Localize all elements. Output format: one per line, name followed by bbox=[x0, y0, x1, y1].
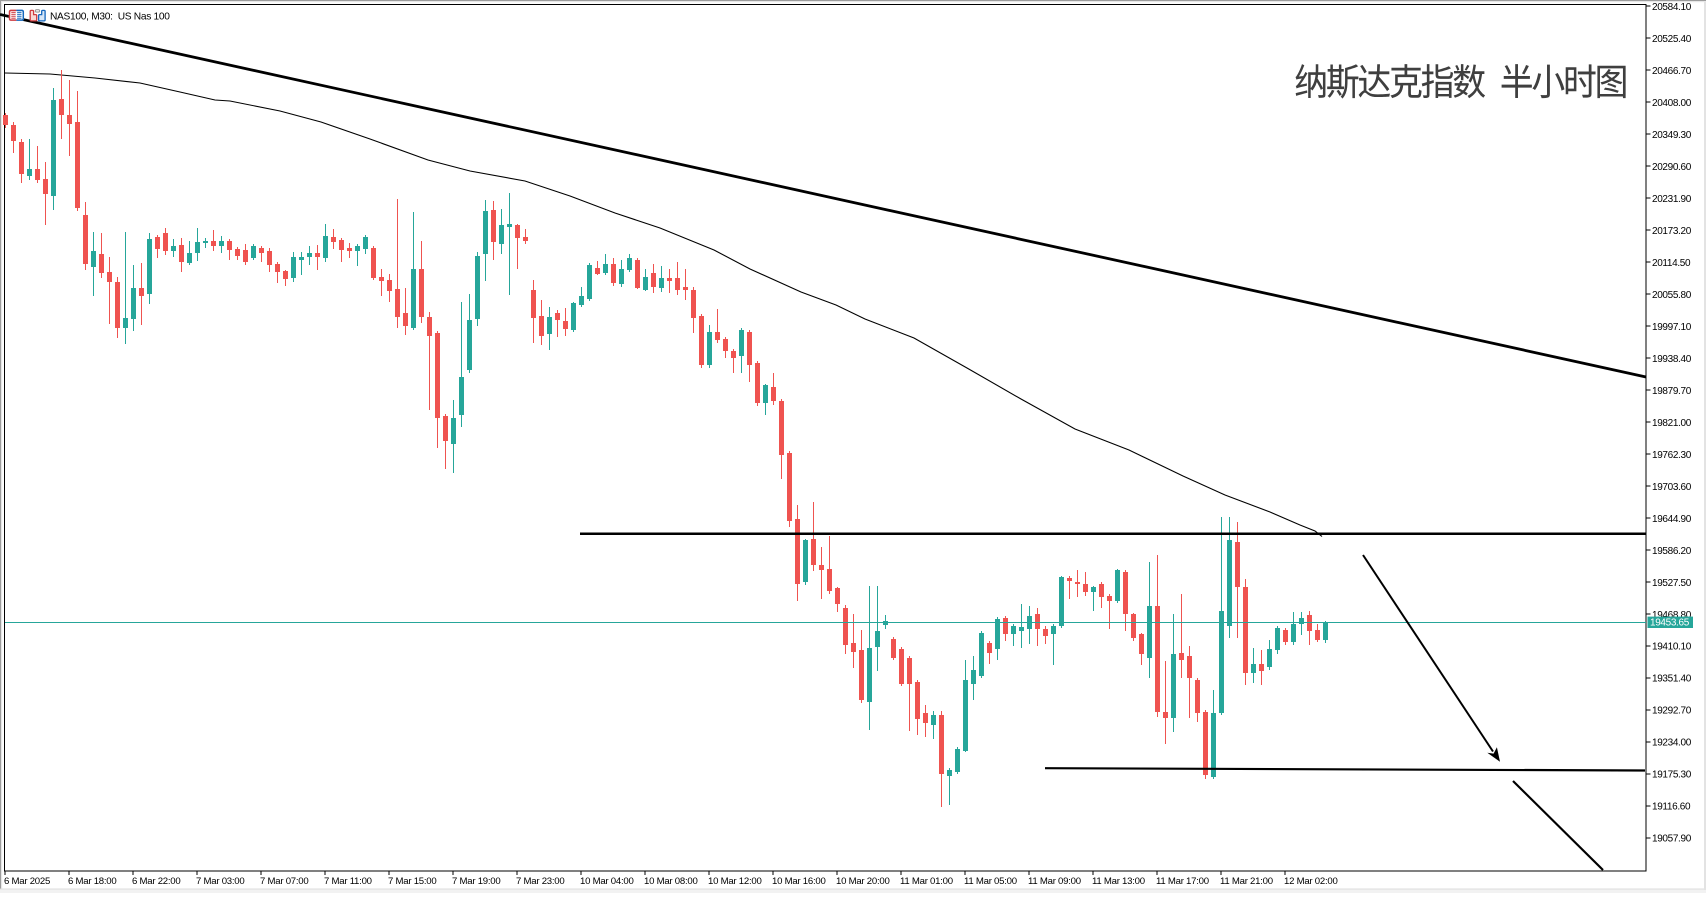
svg-text:11 Mar 17:00: 11 Mar 17:00 bbox=[1156, 876, 1209, 887]
svg-text:11 Mar 09:00: 11 Mar 09:00 bbox=[1028, 876, 1081, 887]
svg-text:20055.80: 20055.80 bbox=[1652, 290, 1692, 301]
svg-text:20525.40: 20525.40 bbox=[1652, 34, 1692, 45]
svg-text:19292.70: 19292.70 bbox=[1652, 706, 1692, 717]
svg-text:19468.80: 19468.80 bbox=[1652, 610, 1692, 621]
svg-text:19527.50: 19527.50 bbox=[1652, 578, 1692, 589]
svg-text:20173.20: 20173.20 bbox=[1652, 226, 1692, 237]
svg-text:12 Mar 02:00: 12 Mar 02:00 bbox=[1284, 876, 1338, 887]
svg-text:19938.40: 19938.40 bbox=[1652, 354, 1692, 365]
svg-text:20584.10: 20584.10 bbox=[1652, 2, 1692, 13]
svg-text:19703.60: 19703.60 bbox=[1652, 482, 1692, 493]
svg-text:11 Mar 21:00: 11 Mar 21:00 bbox=[1220, 876, 1273, 887]
svg-text:19351.40: 19351.40 bbox=[1652, 674, 1692, 685]
svg-text:7 Mar 11:00: 7 Mar 11:00 bbox=[324, 876, 372, 887]
svg-text:19644.90: 19644.90 bbox=[1652, 514, 1692, 525]
svg-text:11 Mar 01:00: 11 Mar 01:00 bbox=[900, 876, 953, 887]
svg-text:6 Mar 18:00: 6 Mar 18:00 bbox=[68, 876, 116, 887]
svg-text:6 Mar 22:00: 6 Mar 22:00 bbox=[132, 876, 180, 887]
svg-text:7 Mar 23:00: 7 Mar 23:00 bbox=[516, 876, 564, 887]
svg-text:11 Mar 13:00: 11 Mar 13:00 bbox=[1092, 876, 1145, 887]
svg-text:20231.90: 20231.90 bbox=[1652, 194, 1692, 205]
svg-text:20349.30: 20349.30 bbox=[1652, 130, 1692, 141]
svg-text:NAS100, M30: US Nas 100: NAS100, M30: US Nas 100 bbox=[50, 11, 170, 22]
svg-text:10 Mar 08:00: 10 Mar 08:00 bbox=[644, 876, 698, 887]
svg-text:11 Mar 05:00: 11 Mar 05:00 bbox=[964, 876, 1017, 887]
svg-text:10 Mar 20:00: 10 Mar 20:00 bbox=[836, 876, 890, 887]
svg-text:7 Mar 07:00: 7 Mar 07:00 bbox=[260, 876, 308, 887]
svg-text:7 Mar 15:00: 7 Mar 15:00 bbox=[388, 876, 436, 887]
svg-text:19821.00: 19821.00 bbox=[1652, 418, 1692, 429]
svg-text:10 Mar 12:00: 10 Mar 12:00 bbox=[708, 876, 762, 887]
svg-text:7 Mar 19:00: 7 Mar 19:00 bbox=[452, 876, 500, 887]
svg-text:20408.00: 20408.00 bbox=[1652, 98, 1692, 109]
svg-text:6 Mar 2025: 6 Mar 2025 bbox=[4, 876, 50, 887]
svg-text:19762.30: 19762.30 bbox=[1652, 450, 1692, 461]
svg-text:19453.65: 19453.65 bbox=[1650, 618, 1690, 629]
svg-text:19586.20: 19586.20 bbox=[1652, 546, 1692, 557]
svg-text:7 Mar 03:00: 7 Mar 03:00 bbox=[196, 876, 244, 887]
svg-text:19175.30: 19175.30 bbox=[1652, 770, 1692, 781]
svg-text:19410.10: 19410.10 bbox=[1652, 642, 1692, 653]
svg-text:19057.90: 19057.90 bbox=[1652, 834, 1692, 845]
svg-text:10 Mar 16:00: 10 Mar 16:00 bbox=[772, 876, 826, 887]
svg-text:19879.70: 19879.70 bbox=[1652, 386, 1692, 397]
svg-text:19997.10: 19997.10 bbox=[1652, 322, 1692, 333]
svg-text:20114.50: 20114.50 bbox=[1652, 258, 1691, 269]
svg-text:19116.60: 19116.60 bbox=[1652, 802, 1691, 813]
svg-text:10 Mar 04:00: 10 Mar 04:00 bbox=[580, 876, 634, 887]
svg-text:20290.60: 20290.60 bbox=[1652, 162, 1692, 173]
svg-text:19234.00: 19234.00 bbox=[1652, 738, 1692, 749]
svg-text:20466.70: 20466.70 bbox=[1652, 66, 1692, 77]
